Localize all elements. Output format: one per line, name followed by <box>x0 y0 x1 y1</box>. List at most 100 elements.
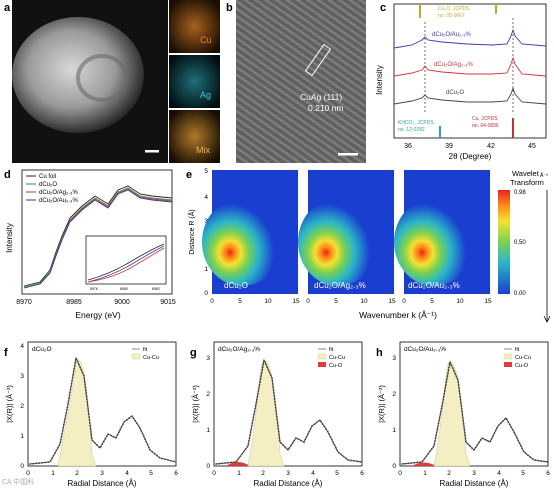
panel-e-ylabel: Distance R (Å) <box>187 209 196 255</box>
panel-e-label: e <box>186 169 192 181</box>
ag-map <box>169 55 220 108</box>
legend-fit: fit <box>143 347 148 353</box>
watermark: CA 中国科 <box>2 477 34 486</box>
svg-text:3: 3 <box>100 470 104 477</box>
svg-text:5: 5 <box>334 298 338 305</box>
panel-e-xlabel: Wavenumber k (Å⁻¹) <box>359 310 437 320</box>
panel-h: h |X(R)| (Å⁻³) dCu₂O/Au₂.₃% fit Cu-Cu Cu… <box>372 334 554 490</box>
svg-text:4: 4 <box>20 343 24 350</box>
colorbar-title-2: Transform <box>510 178 544 187</box>
svg-text:Cu-O: Cu-O <box>515 363 529 369</box>
svg-text:1: 1 <box>20 433 24 440</box>
hrtem-image <box>236 0 366 163</box>
panel-d: d Intensity Cu foil dCu₂O dCu₂O/Ag₂.₃% d… <box>0 166 182 330</box>
panel-b: b CuAg (111) 0.210 nm <box>222 0 366 163</box>
xrd-curve-ag <box>393 56 547 77</box>
svg-text:fit: fit <box>329 347 334 353</box>
data-points <box>215 357 363 465</box>
svg-text:1: 1 <box>237 470 241 477</box>
legend-cu-cu: Cu-Cu <box>143 355 159 361</box>
panel-d-inset <box>85 235 167 285</box>
scale-bar-a <box>145 150 159 153</box>
panel-g-label: g <box>190 347 197 359</box>
data-points <box>401 359 549 465</box>
lattice-fringe-box <box>304 43 332 77</box>
colorbar-tick: 0.50 <box>514 240 526 246</box>
inset-xtick: 8976 <box>90 287 98 291</box>
panel-d-chart: d Intensity Cu foil dCu₂O dCu₂O/Ag₂.₃% d… <box>4 169 176 320</box>
panel-d-xtick: 8970 <box>16 299 32 306</box>
wt-map-au: dCu₂O/Au₂.₃% 0 5 10 15 <box>394 170 492 305</box>
panel-g-chart: g |X(R)| (Å⁻³) dCu₂O/Ag₂.₃% fit Cu-Cu Cu… <box>190 341 364 488</box>
panel-c-ylabel: Intensity <box>375 65 384 95</box>
panel-c-chart: c Intensity Cu₂O, JCPDS no. 05-0667 KHCO… <box>375 2 547 161</box>
panel-d-label: d <box>4 169 11 181</box>
wt-map-label: dCu₂O <box>224 281 248 290</box>
ag-map-label: Ag <box>200 90 211 100</box>
svg-text:6: 6 <box>174 470 178 477</box>
panel-f-label: f <box>4 347 8 359</box>
panel-e-ytick: 5 <box>204 168 208 175</box>
inset-xtick: 8980 <box>120 287 128 291</box>
legend-ag: dCu₂O/Ag₂.₃% <box>39 190 78 196</box>
svg-text:2: 2 <box>447 470 451 477</box>
svg-text:10: 10 <box>360 298 368 305</box>
xrd-curve-bare <box>393 86 547 105</box>
panel-c-label: c <box>380 2 386 14</box>
svg-text:0: 0 <box>210 298 214 305</box>
svg-text:10: 10 <box>456 298 464 305</box>
panel-d-xtick: 9015 <box>160 299 176 306</box>
inset-xtick: 8982 <box>152 287 160 291</box>
panel-a-figure: a Cu Ag Mix <box>4 0 220 163</box>
cu-o-path <box>412 462 436 466</box>
svg-text:3: 3 <box>472 470 476 477</box>
xrd-curve-au <box>393 28 547 49</box>
svg-text:15: 15 <box>292 298 300 305</box>
lattice-annotation-1: CuAg (111) <box>300 92 342 102</box>
ref-cu2o-label-2: no. 05-0667 <box>438 13 465 19</box>
panel-e-chart: e Distance R (Å) 5 4 3 2 1 0 dCu₂O 0 5 1… <box>186 168 551 323</box>
wt-map-ag: dCu₂O/Ag₂.₃% 0 5 10 15 <box>298 170 396 305</box>
svg-text:1: 1 <box>51 470 55 477</box>
panel-a-label: a <box>4 2 11 14</box>
ref-cu-label-2: no. 04-0836 <box>472 123 499 129</box>
svg-text:2: 2 <box>75 470 79 477</box>
panel-d-xtick: 9000 <box>114 299 130 306</box>
particle-cavity <box>76 54 128 102</box>
wt-colorbar: Wavelet Transform Å⁻³ 0.98 0.50 0.00 <box>498 169 551 323</box>
svg-text:5: 5 <box>149 470 153 477</box>
legend-cu-foil: Cu foil <box>39 174 56 180</box>
ref-cu2o-label-1: Cu₂O, JCPDS <box>438 6 470 12</box>
svg-text:5: 5 <box>430 298 434 305</box>
panel-h-label: h <box>376 347 383 359</box>
panel-c-xtick: 36 <box>404 143 412 150</box>
panel-e: e Distance R (Å) 5 4 3 2 1 0 dCu₂O 0 5 1… <box>182 166 554 330</box>
panel-h-title: dCu₂O/Au₂.₃% <box>404 346 446 353</box>
panel-c-xlabel: 2θ (Degree) <box>449 152 492 161</box>
panel-e-ytick: 0 <box>204 290 208 297</box>
svg-text:0: 0 <box>20 463 24 470</box>
panel-f-ylabel: |X(R)| (Å⁻³) <box>5 385 14 423</box>
panel-e-ytick: 4 <box>204 194 208 201</box>
svg-text:0: 0 <box>306 298 310 305</box>
colorbar-tick: 0.00 <box>514 291 526 297</box>
svg-text:0: 0 <box>392 463 396 470</box>
panel-h-xlabel: Radial Distance (Å) <box>440 479 509 488</box>
panel-h-ylabel: |X(R)| (Å⁻³) <box>377 385 386 423</box>
svg-text:6: 6 <box>546 470 550 477</box>
series-label-bare: dCu₂O <box>446 90 464 96</box>
panel-d-xtick: 8985 <box>66 299 82 306</box>
panel-b-figure: b CuAg (111) 0.210 nm <box>226 0 366 163</box>
svg-text:0: 0 <box>206 463 210 470</box>
panel-f-chart: f |X(R)| (Å⁻³) dCu₂O fit Cu-Cu 0 1 2 3 4… <box>2 341 178 488</box>
svg-text:5: 5 <box>521 470 525 477</box>
svg-text:0: 0 <box>402 298 406 305</box>
panel-g-title: dCu₂O/Ag₂.₃% <box>218 346 260 353</box>
panel-g: g |X(R)| (Å⁻³) dCu₂O/Ag₂.₃% fit Cu-Cu Cu… <box>186 334 368 490</box>
svg-text:2: 2 <box>261 470 265 477</box>
panel-c-frame <box>393 3 547 139</box>
panel-d-ylabel: Intensity <box>5 223 14 253</box>
mix-map <box>169 110 220 163</box>
legend-dcu2o: dCu₂O <box>39 182 57 188</box>
panel-d-xlabel: Energy (eV) <box>75 310 121 320</box>
